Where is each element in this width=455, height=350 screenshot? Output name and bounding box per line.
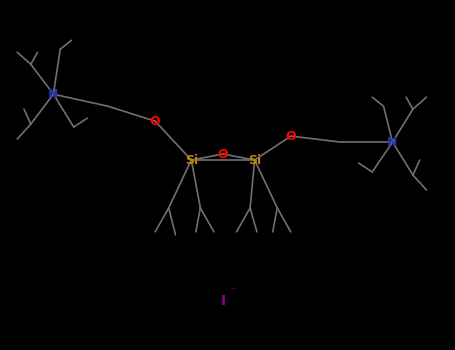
Text: N: N [48, 88, 59, 101]
Text: Si: Si [185, 154, 198, 167]
Text: I: I [220, 294, 226, 308]
Text: O: O [285, 130, 296, 142]
Text: O: O [150, 114, 161, 128]
Text: Si: Si [248, 154, 261, 167]
Text: O: O [217, 148, 228, 161]
Text: ⁻: ⁻ [230, 287, 236, 297]
Text: N: N [387, 135, 398, 148]
